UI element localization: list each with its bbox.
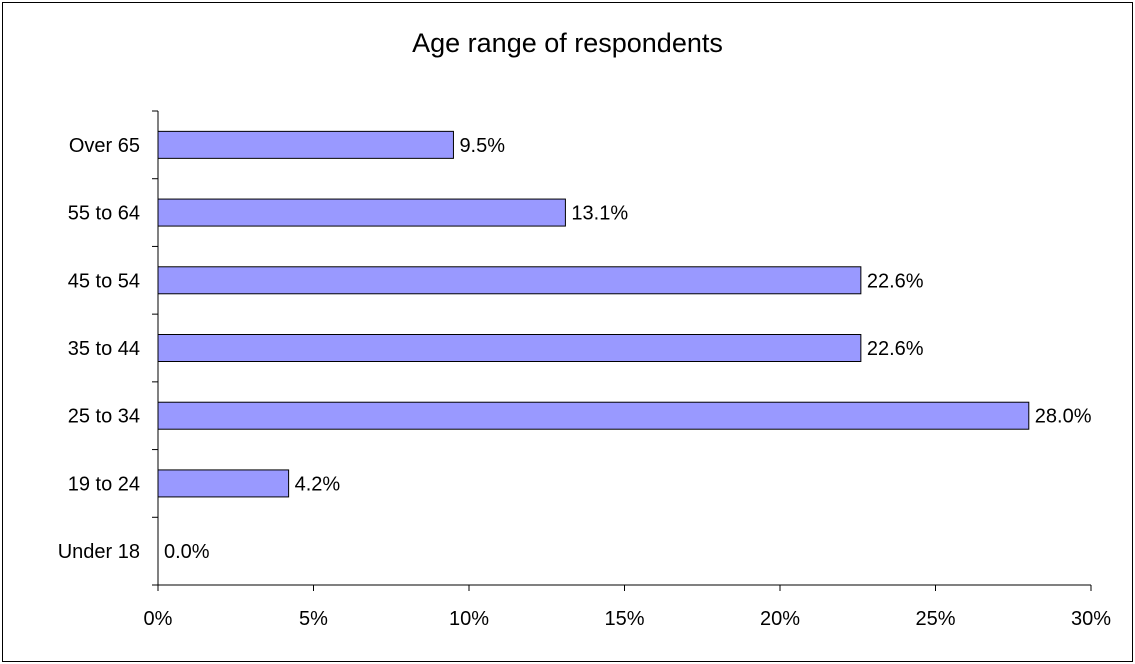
bar (157, 469, 290, 498)
labels-layer: Over 65 9.5% 55 to 64 13.1% 45 to 54 22.6% 35 … (58, 135, 1112, 630)
category-label: 25 to 34 (68, 406, 140, 428)
data-label: 22.6% (867, 270, 924, 292)
bar (157, 401, 1030, 430)
category-label: 19 to 24 (68, 473, 140, 495)
data-label: 4.2% (295, 473, 341, 495)
data-label: 22.6% (867, 338, 924, 360)
chart-title: Age range of respondents (412, 28, 723, 58)
category-label: 45 to 54 (68, 270, 140, 292)
axes-layer (152, 110, 1092, 591)
x-tick-label: 15% (604, 608, 644, 630)
bar (157, 334, 862, 362)
data-label: 13.1% (571, 203, 628, 225)
data-label: 28.0% (1035, 406, 1092, 428)
bars-layer (157, 130, 1030, 498)
x-tick-label: 25% (915, 608, 955, 630)
data-label: 9.5% (459, 135, 505, 157)
x-tick-label: 5% (299, 608, 328, 630)
x-tick-label: 10% (449, 608, 489, 630)
bar (157, 130, 454, 159)
x-tick-label: 0% (144, 608, 173, 630)
x-tick-label: 20% (760, 608, 800, 630)
category-label: Under 18 (58, 541, 140, 563)
category-label: 35 to 44 (68, 338, 140, 360)
bar (157, 198, 566, 227)
bar (157, 266, 862, 295)
x-tick-label: 30% (1071, 608, 1111, 630)
category-label: Over 65 (69, 135, 140, 157)
category-label: 55 to 64 (68, 203, 140, 225)
data-label: 0.0% (164, 541, 210, 563)
